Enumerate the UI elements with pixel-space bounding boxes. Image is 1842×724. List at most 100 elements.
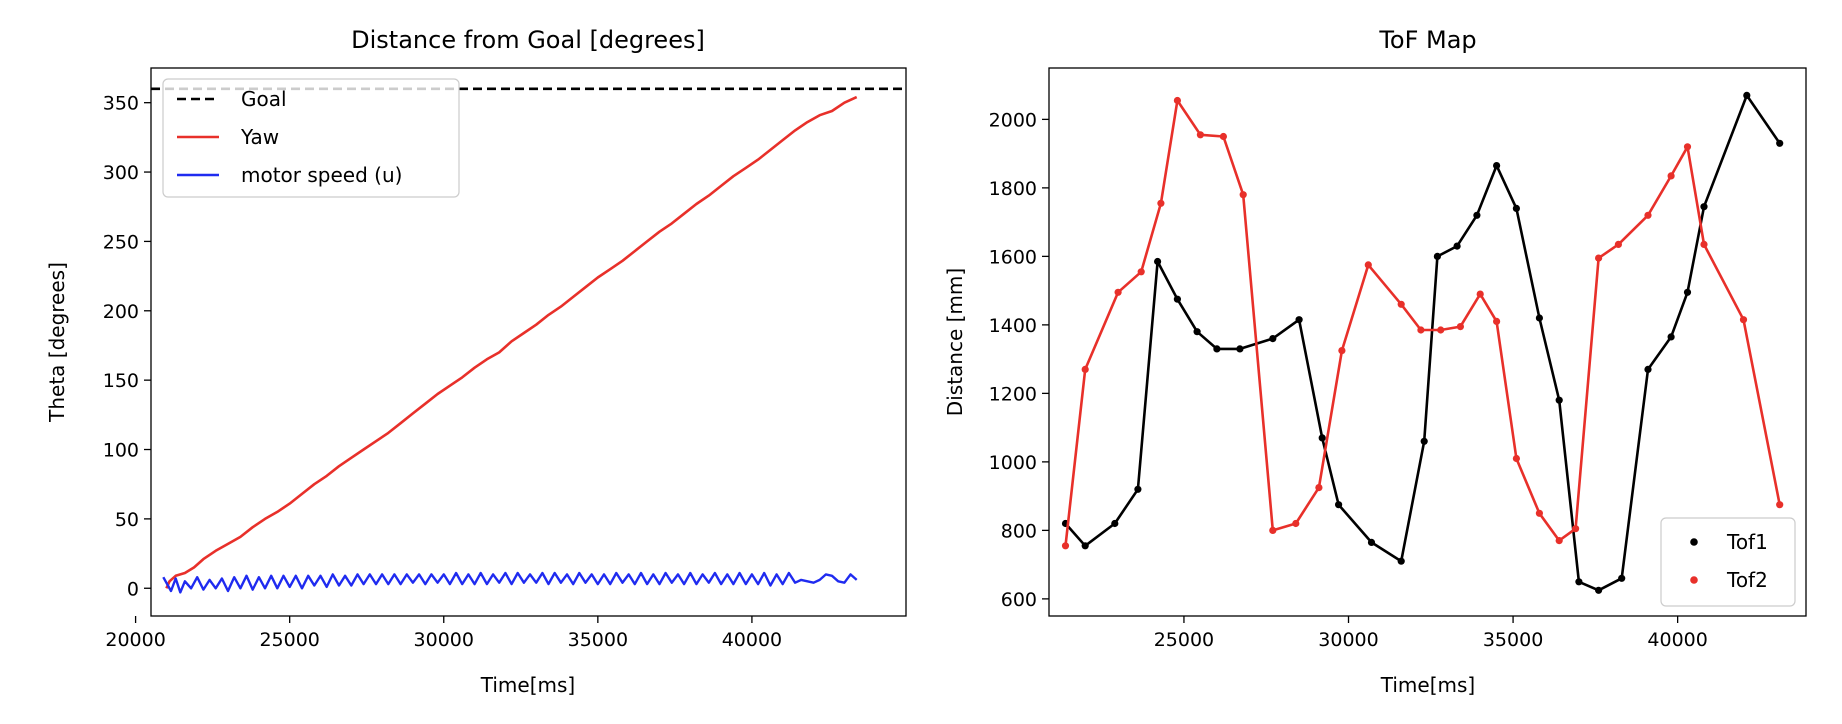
y-axis-label: Theta [degrees]	[45, 262, 69, 423]
y-tick-label: 300	[103, 162, 139, 184]
data-point-tof2	[1776, 501, 1784, 509]
x-tick-label: 20000	[105, 629, 165, 651]
data-point-tof2	[1614, 240, 1622, 248]
data-point-tof1	[1236, 345, 1244, 353]
x-axis-label: Time[ms]	[1380, 673, 1475, 697]
data-point-tof1	[1667, 333, 1675, 341]
x-tick-label: 30000	[414, 629, 474, 651]
legend: Goal Yaw motor speed (u)	[162, 78, 460, 198]
data-point-tof2	[1061, 542, 1070, 550]
data-point-tof1	[1683, 288, 1692, 296]
legend-label: Yaw	[240, 125, 279, 149]
legend-label: Goal	[241, 87, 287, 111]
data-point-tof1	[1134, 485, 1142, 493]
y-tick-label: 2000	[989, 109, 1037, 131]
x-tick-label: 40000	[1647, 629, 1707, 651]
data-point-tof1	[1644, 365, 1652, 373]
data-point-tof1	[1193, 328, 1201, 336]
data-point-tof1	[1081, 542, 1089, 550]
y-tick-label: 200	[103, 301, 139, 323]
data-point-tof1	[1433, 252, 1441, 260]
y-axis-label: Distance [mm]	[943, 268, 967, 416]
data-point-tof1	[1776, 139, 1784, 147]
data-point-tof2	[1667, 172, 1675, 180]
legend-label: Tof2	[1726, 568, 1768, 592]
data-point-tof2	[1555, 537, 1563, 545]
chart-tof-map: ToF Map 25000 30000 35000 40000 600 800 1000 12…	[943, 26, 1807, 697]
data-point-tof2	[1173, 96, 1181, 105]
x-tick-label: 35000	[1483, 629, 1543, 651]
data-point-tof1	[1535, 314, 1543, 322]
data-point-tof2	[1114, 288, 1122, 296]
y-tick-label: 1000	[989, 452, 1037, 474]
y-tick-label: 0	[127, 578, 139, 600]
data-point-tof2	[1269, 526, 1277, 535]
x-tick-label: 40000	[722, 629, 782, 651]
data-point-tof1	[1397, 557, 1405, 565]
x-axis-label: Time[ms]	[480, 673, 575, 697]
data-point-tof1	[1318, 434, 1326, 442]
series-line-yaw	[165, 95, 858, 589]
data-point-tof1	[1575, 578, 1583, 586]
data-point-tof1	[1493, 162, 1501, 170]
data-point-tof1	[1335, 501, 1343, 509]
y-tick-label: 1800	[989, 178, 1037, 200]
data-point-tof1	[1420, 437, 1428, 445]
data-point-tof1	[1700, 203, 1708, 211]
data-point-tof2	[1292, 519, 1300, 528]
data-point-tof1	[1512, 204, 1520, 212]
data-point-tof1	[1295, 316, 1303, 324]
data-point-tof2	[1338, 347, 1346, 355]
legend-label: motor speed (u)	[241, 163, 402, 187]
data-point-tof2	[1493, 317, 1501, 325]
data-point-tof2	[1644, 211, 1652, 219]
data-point-tof2	[1512, 454, 1520, 463]
chart-title: Distance from Goal [degrees]	[351, 26, 705, 54]
data-point-tof2	[1157, 199, 1165, 207]
data-point-tof1	[1213, 345, 1221, 353]
legend: Tof1 Tof2	[1660, 517, 1796, 607]
data-point-tof1	[1453, 242, 1461, 250]
data-point-tof1	[1111, 519, 1119, 528]
series-line-motor-speed-u	[162, 571, 858, 594]
y-tick-label: 250	[103, 231, 139, 253]
series-line-tof1	[1064, 94, 1781, 592]
data-point-tof1	[1618, 574, 1626, 582]
legend-swatch	[1690, 538, 1698, 546]
data-point-tof1	[1473, 211, 1481, 219]
legend-box	[162, 78, 460, 198]
legend-label: Tof1	[1726, 530, 1768, 554]
data-point-tof2	[1397, 300, 1405, 308]
data-point-tof1	[1555, 396, 1563, 404]
data-point-tof2	[1081, 365, 1089, 373]
y-tick-label: 1200	[989, 383, 1037, 405]
data-point-tof1	[1595, 586, 1603, 594]
chart-title: ToF Map	[1378, 26, 1476, 54]
data-point-tof2	[1437, 326, 1445, 334]
y-tick-label: 1600	[989, 246, 1037, 268]
data-point-tof2	[1364, 261, 1372, 269]
y-tick-label: 350	[103, 93, 139, 115]
data-point-tof1	[1154, 257, 1162, 266]
data-point-tof1	[1173, 295, 1181, 303]
data-point-tof1	[1269, 335, 1277, 343]
plot-frame	[150, 67, 907, 617]
data-point-tof2	[1315, 484, 1323, 492]
x-tick-label: 35000	[568, 629, 628, 651]
data-point-tof2	[1595, 254, 1603, 262]
plot-frame	[1048, 67, 1807, 617]
data-point-tof2	[1239, 191, 1247, 199]
x-tick-label: 30000	[1318, 629, 1378, 651]
x-tick-label: 25000	[259, 629, 319, 651]
y-tick-label: 100	[103, 440, 139, 462]
y-tick-label: 1400	[989, 315, 1037, 337]
data-point-tof2	[1476, 290, 1484, 298]
chart-distance-from-goal: Distance from Goal [degrees] 20000 25000 3…	[45, 26, 907, 697]
y-tick-label: 150	[103, 370, 139, 392]
y-tick-label: 800	[1001, 520, 1037, 542]
data-point-tof1	[1743, 91, 1751, 99]
data-point-tof2	[1700, 240, 1708, 248]
x-tick-label: 25000	[1154, 629, 1214, 651]
data-point-tof2	[1739, 316, 1748, 324]
